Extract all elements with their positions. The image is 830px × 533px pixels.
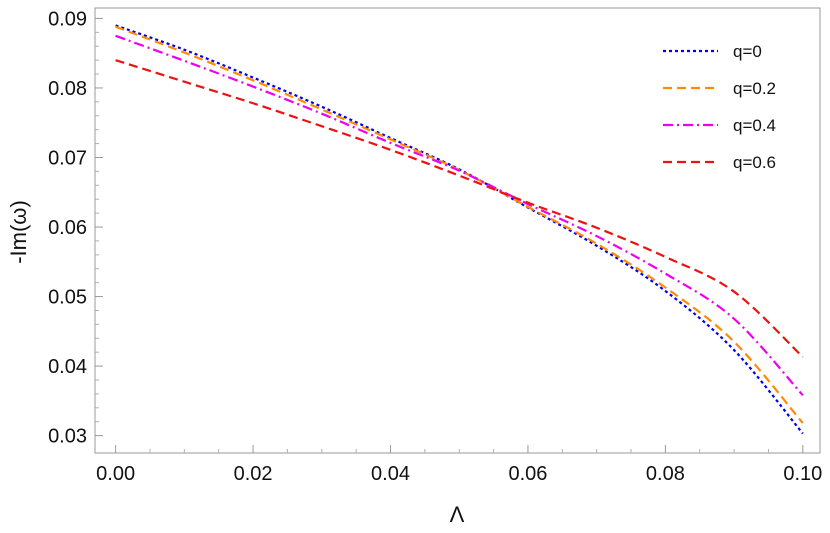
x-tick-label: 0.00 — [96, 463, 135, 485]
plot-frame — [94, 7, 821, 454]
y-tick-label: 0.05 — [48, 287, 87, 309]
legend-label: q=0.6 — [733, 153, 776, 172]
y-tick-label: 0.09 — [48, 8, 87, 30]
x-tick-label: 0.08 — [646, 463, 685, 485]
series-layer — [115, 24, 804, 435]
y-tick-label: 0.03 — [48, 426, 87, 448]
y-tick-label: 0.07 — [48, 147, 87, 169]
x-tick-label: 0.06 — [508, 463, 547, 485]
legend-label: q=0 — [733, 42, 762, 61]
y-axis-title: -Im(ω) — [6, 200, 31, 264]
series-line-q2 — [115, 34, 804, 397]
y-tick-label: 0.06 — [48, 217, 87, 239]
x-tick-label: 0.10 — [783, 463, 822, 485]
series-line-q0 — [115, 24, 804, 435]
x-tick-label: 0.04 — [371, 463, 410, 485]
x-tick-label: 0.02 — [234, 463, 273, 485]
series-line-q1 — [115, 25, 804, 424]
y-tick-label: 0.04 — [48, 356, 87, 378]
x-axis-title: Λ — [450, 502, 465, 527]
tick-layer: 0.00 0.02 0.04 0.06 0.08 0.10 0.03 0.04 0.05 0.06… — [48, 8, 822, 485]
legend-label: q=0.2 — [733, 79, 776, 98]
legend-label: q=0.4 — [733, 116, 776, 135]
legend: q=0 q=0.2 q=0.4 q=0.6 — [663, 42, 776, 172]
y-tick-label: 0.08 — [48, 78, 87, 100]
